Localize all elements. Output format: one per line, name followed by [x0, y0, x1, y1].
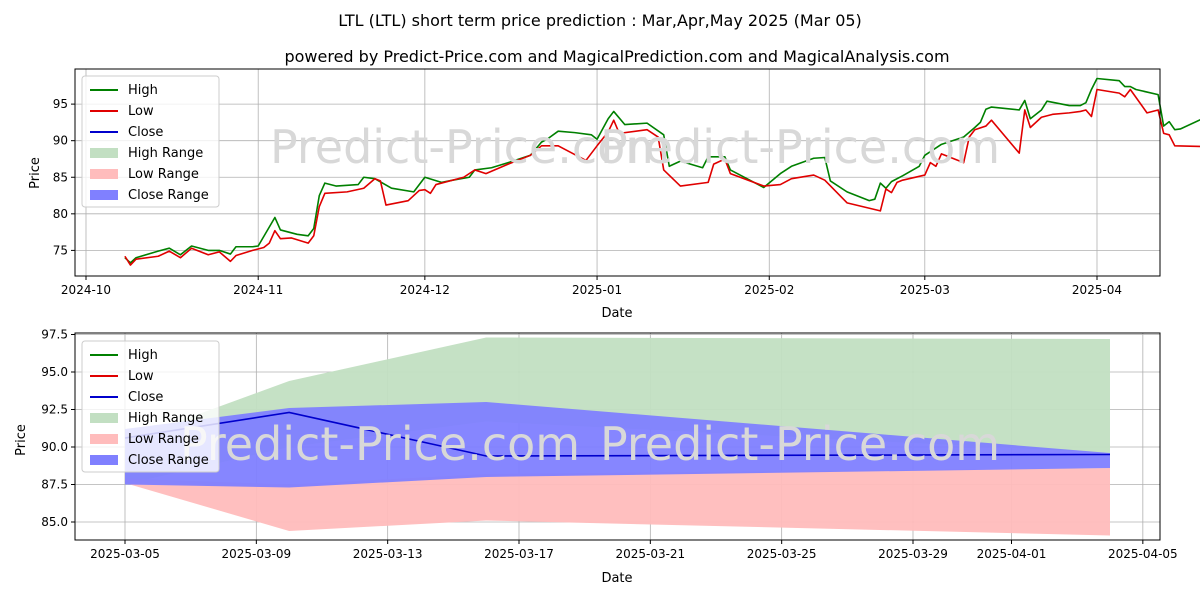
forecast-x-tick-label-1: 2025-03-09 [221, 547, 291, 561]
forecast-x-label: Date [601, 571, 632, 586]
history-y-tick-label-0: 75 [53, 243, 68, 257]
history-high-line [124, 77, 1200, 264]
history-y-tick-label-4: 95 [53, 97, 68, 111]
chart-title: LTL (LTL) short term price prediction : … [338, 11, 862, 30]
forecast-legend-high-range-label: High Range [128, 411, 203, 426]
watermark-top-2: Predict-Price.com [600, 120, 1000, 174]
forecast-high-range-band [125, 337, 1110, 485]
history-grid [75, 69, 1160, 276]
forecast-x-tick-label-6: 2025-03-29 [878, 547, 948, 561]
history-legend-high-range-swatch [90, 148, 118, 158]
history-x-tick-label-2: 2024-12 [400, 283, 450, 297]
forecast-legend-close-range-label: Close Range [128, 453, 209, 468]
forecast-x-tick-label-8: 2025-04-05 [1108, 547, 1178, 561]
forecast-x-tick-label-2: 2025-03-13 [353, 547, 423, 561]
history-legend-close-label: Close [128, 125, 163, 140]
forecast-frame [74, 332, 1161, 541]
history-x-tick-label-1: 2024-11 [233, 283, 283, 297]
forecast-x-ticks: 2025-03-05 2025-03-09 2025-03-13 2025-03-17… [90, 540, 1178, 561]
chart-subtitle: powered by Predict-Price.com and Magical… [284, 47, 949, 66]
forecast-range-fills [125, 337, 1110, 536]
history-lines [124, 77, 1200, 266]
history-x-tick-label-4: 2025-02 [744, 283, 794, 297]
history-x-ticks: 2024-10 2024-11 2024-12 2025-01 2025-02 2025-… [61, 276, 1122, 297]
history-legend-close-range-label: Close Range [128, 188, 209, 203]
history-legend-low-label: Low [128, 104, 154, 119]
forecast-x-tick-label-4: 2025-03-21 [615, 547, 685, 561]
history-frame [74, 68, 1161, 277]
history-legend-low-range-swatch [90, 169, 118, 179]
history-x-label: Date [601, 306, 632, 321]
forecast-legend-high-range-swatch [90, 413, 118, 423]
history-y-ticks: 75 80 85 90 95 [53, 97, 75, 257]
watermark-top-1: Predict-Price.com [270, 120, 670, 174]
history-y-tick-label-3: 90 [53, 134, 68, 148]
forecast-chart: Predict-Price.com Predict-Price.com 2025… [14, 328, 1178, 587]
forecast-legend-close-label: Close [128, 390, 163, 405]
watermark-bottom-2: Predict-Price.com [600, 417, 1000, 471]
watermark-bottom-1: Predict-Price.com [180, 417, 580, 471]
forecast-y-ticks: 85.0 87.5 90.0 92.5 95.0 97.5 [41, 328, 75, 529]
forecast-x-tick-label-7: 2025-04-01 [977, 547, 1047, 561]
forecast-legend-close-range-swatch [90, 455, 118, 465]
forecast-legend-high-label: High [128, 348, 158, 363]
forecast-legend: High Low Close High Range Low Range Close Ran… [81, 340, 220, 473]
history-low-line [124, 88, 1200, 266]
history-x-tick-label-6: 2025-04 [1072, 283, 1122, 297]
history-y-label: Price [28, 157, 43, 189]
history-y-tick-label-1: 80 [53, 207, 68, 221]
forecast-y-tick-label-4: 95.0 [41, 365, 68, 379]
forecast-y-tick-label-3: 92.5 [41, 403, 68, 417]
history-legend-close-range-swatch [90, 190, 118, 200]
history-legend-high-label: High [128, 83, 158, 98]
forecast-close-range-band [125, 402, 1110, 488]
history-legend: High Low Close High Range Low Range Close Ran… [81, 75, 220, 208]
forecast-x-tick-label-0: 2025-03-05 [90, 547, 160, 561]
forecast-low-range-band [125, 468, 1110, 536]
forecast-y-tick-label-1: 87.5 [41, 478, 68, 492]
history-legend-high-range-label: High Range [128, 146, 203, 161]
forecast-y-tick-label-5: 97.5 [41, 328, 68, 342]
forecast-y-tick-label-2: 90.0 [41, 440, 68, 454]
forecast-legend-low-label: Low [128, 369, 154, 384]
history-x-tick-label-5: 2025-03 [900, 283, 950, 297]
forecast-x-tick-label-5: 2025-03-25 [747, 547, 817, 561]
forecast-legend-low-range-swatch [90, 434, 118, 444]
forecast-y-label: Price [14, 424, 29, 456]
forecast-x-tick-label-3: 2025-03-17 [484, 547, 554, 561]
history-y-tick-label-2: 85 [53, 170, 68, 184]
history-legend-low-range-label: Low Range [128, 167, 199, 182]
forecast-y-tick-label-0: 85.0 [41, 515, 68, 529]
forecast-legend-low-range-label: Low Range [128, 432, 199, 447]
history-x-tick-label-3: 2025-01 [572, 283, 622, 297]
history-x-tick-label-0: 2024-10 [61, 283, 111, 297]
history-chart: Predict-Price.com Predict-Price.com 2024… [28, 68, 1200, 321]
